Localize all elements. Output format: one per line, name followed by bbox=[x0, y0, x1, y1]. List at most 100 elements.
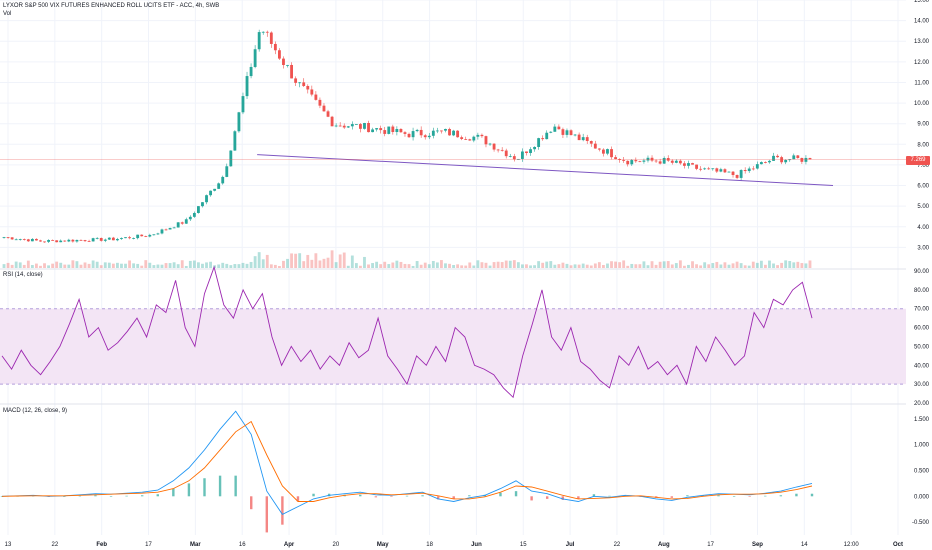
volume-bar bbox=[646, 265, 650, 268]
volume-bar bbox=[476, 260, 480, 268]
candle-body bbox=[18, 239, 22, 240]
volume-bar bbox=[618, 262, 622, 268]
candle-body bbox=[739, 170, 743, 178]
trend-line[interactable] bbox=[257, 154, 834, 187]
volume-bar bbox=[508, 260, 512, 268]
macd-title: MACD (12, 26, close, 9) bbox=[3, 408, 68, 414]
volume-bar bbox=[634, 264, 638, 268]
macd-histogram-bar bbox=[732, 496, 736, 497]
volume-bar bbox=[427, 264, 431, 268]
candle-body bbox=[95, 237, 99, 239]
candle-body bbox=[577, 134, 581, 141]
candle-body bbox=[464, 139, 468, 140]
candle-body bbox=[427, 135, 431, 138]
volume-bar bbox=[776, 265, 779, 268]
rsi-axis-tick: 60.00 bbox=[914, 326, 930, 332]
volume-bar bbox=[334, 262, 338, 268]
volume-bar bbox=[727, 264, 731, 268]
volume-label: Vol bbox=[3, 11, 12, 17]
macd-histogram-bar bbox=[436, 496, 440, 500]
candle-body bbox=[342, 125, 346, 128]
volume-bar bbox=[14, 261, 18, 268]
candle-body bbox=[168, 227, 172, 230]
price-candles bbox=[2, 29, 812, 244]
volume-bar bbox=[602, 264, 605, 268]
volume-bar bbox=[132, 263, 136, 268]
price-axis-tick: 5.00 bbox=[917, 204, 929, 210]
candle-body bbox=[569, 130, 573, 136]
candle-body bbox=[172, 227, 176, 229]
macd-histogram-bar bbox=[405, 495, 409, 497]
candle-body bbox=[306, 85, 310, 90]
volume-bar bbox=[367, 264, 370, 268]
price-axis-tick: 7.00 bbox=[917, 163, 929, 169]
candle-body bbox=[456, 130, 460, 138]
candle-body bbox=[662, 158, 666, 164]
candle-body bbox=[75, 239, 79, 242]
volume-bar bbox=[184, 265, 188, 268]
volume-bar bbox=[128, 260, 131, 268]
macd-histogram-bar bbox=[218, 475, 222, 497]
candle-body bbox=[614, 157, 617, 160]
volume-bar bbox=[472, 265, 476, 268]
candle-body bbox=[55, 240, 59, 243]
volume-bar bbox=[415, 261, 419, 268]
volume-bar bbox=[176, 264, 180, 268]
candle-body bbox=[687, 163, 690, 166]
price-axis-tick: 3.00 bbox=[917, 245, 929, 251]
candle-body bbox=[136, 234, 140, 239]
time-axis-tick: May bbox=[377, 542, 389, 548]
volume-bar bbox=[18, 262, 22, 268]
macd-histogram-bar bbox=[592, 494, 596, 497]
last-price-badge: 7.269 bbox=[906, 156, 930, 165]
volume-bar bbox=[525, 264, 528, 268]
candle-body bbox=[217, 183, 221, 189]
volume-bar bbox=[43, 263, 46, 268]
candle-body bbox=[91, 238, 95, 242]
candle-body bbox=[201, 202, 204, 207]
macd-histogram-bar bbox=[172, 488, 175, 497]
volume-bar bbox=[111, 263, 115, 268]
volume-bar bbox=[359, 265, 362, 268]
volume-bar bbox=[63, 264, 67, 268]
volume-bar bbox=[261, 259, 265, 268]
candle-body bbox=[302, 82, 306, 86]
candle-body bbox=[670, 160, 674, 163]
rsi-line bbox=[1, 265, 813, 399]
candle-body bbox=[249, 66, 253, 77]
volume-bar bbox=[614, 261, 617, 268]
candle-body bbox=[521, 151, 524, 159]
volume-bar bbox=[144, 260, 148, 268]
volume-bar bbox=[662, 261, 666, 268]
volume-bar bbox=[788, 261, 792, 268]
candle-body bbox=[784, 159, 788, 163]
rsi-axis-tick: 40.00 bbox=[914, 363, 930, 369]
volume-bar bbox=[496, 261, 500, 268]
candle-body bbox=[630, 160, 634, 165]
candle-body bbox=[407, 133, 411, 138]
volume-bar bbox=[545, 261, 549, 268]
volume-bar bbox=[541, 262, 545, 268]
macd-histogram-bar bbox=[421, 495, 424, 497]
candle-body bbox=[674, 160, 678, 163]
volume-bar bbox=[597, 262, 601, 268]
volume-bar bbox=[116, 262, 119, 268]
candle-body bbox=[553, 126, 557, 132]
candle-body bbox=[371, 129, 374, 133]
candle-body bbox=[67, 239, 71, 242]
candle-body bbox=[703, 168, 707, 170]
rsi-axis-tick: 30.00 bbox=[914, 382, 930, 388]
volume-bar bbox=[310, 259, 314, 268]
macd-axis-tick: -0.500 bbox=[912, 520, 930, 526]
volume-bar bbox=[148, 262, 152, 268]
volume-bar bbox=[804, 263, 808, 268]
volume-bar bbox=[808, 260, 812, 268]
volume-bar bbox=[71, 260, 75, 268]
volume-bar bbox=[504, 260, 508, 268]
volume-bar bbox=[278, 265, 281, 268]
volume-bar bbox=[464, 265, 468, 268]
candle-body bbox=[723, 169, 727, 173]
candle-body bbox=[286, 64, 289, 66]
candle-body bbox=[176, 222, 180, 228]
